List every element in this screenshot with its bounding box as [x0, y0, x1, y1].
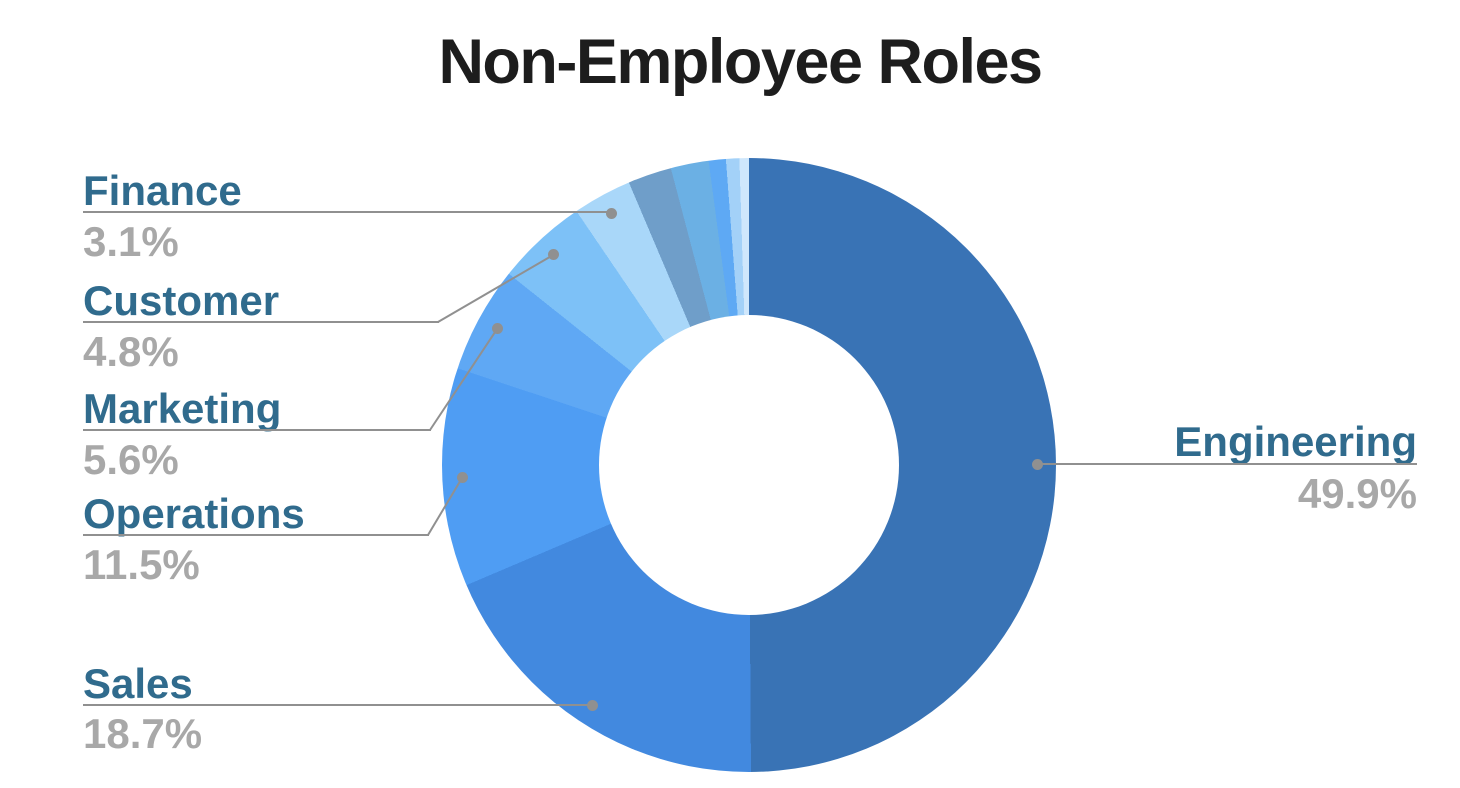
- slice-label-marketing: Marketing: [83, 385, 282, 432]
- leader-dot-customer: [548, 249, 559, 260]
- leader-line-finance: [83, 211, 611, 213]
- leader-dot-engineering: [1032, 459, 1043, 470]
- leader-dot-finance: [606, 208, 617, 219]
- slice-percent-finance: 3.1%: [83, 218, 179, 265]
- leader-line-engineering: [1037, 463, 1417, 465]
- leader-line-customer: [83, 321, 439, 323]
- slice-percent-marketing: 5.6%: [83, 436, 179, 483]
- slice-label-finance: Finance: [83, 167, 242, 214]
- leader-dot-marketing: [492, 323, 503, 334]
- slice-label-sales: Sales: [83, 660, 193, 707]
- slice-label-customer: Customer: [83, 277, 280, 324]
- slice-label-operations: Operations: [83, 490, 305, 537]
- donut-hole: [599, 315, 899, 615]
- slice-percent-customer: 4.8%: [83, 328, 179, 375]
- chart-title: Non-Employee Roles: [438, 27, 1043, 97]
- slice-percent-operations: 11.5%: [83, 541, 200, 588]
- slice-percent-sales: 18.7%: [83, 710, 203, 757]
- leader-line-operations: [83, 534, 429, 536]
- leader-line-sales: [83, 704, 592, 706]
- slice-percent-engineering: 49.9%: [1297, 470, 1417, 517]
- slice-label-engineering: Engineering: [1174, 418, 1417, 465]
- leader-line-marketing: [83, 429, 431, 431]
- leader-dot-sales: [587, 700, 598, 711]
- leader-dot-operations: [457, 472, 468, 483]
